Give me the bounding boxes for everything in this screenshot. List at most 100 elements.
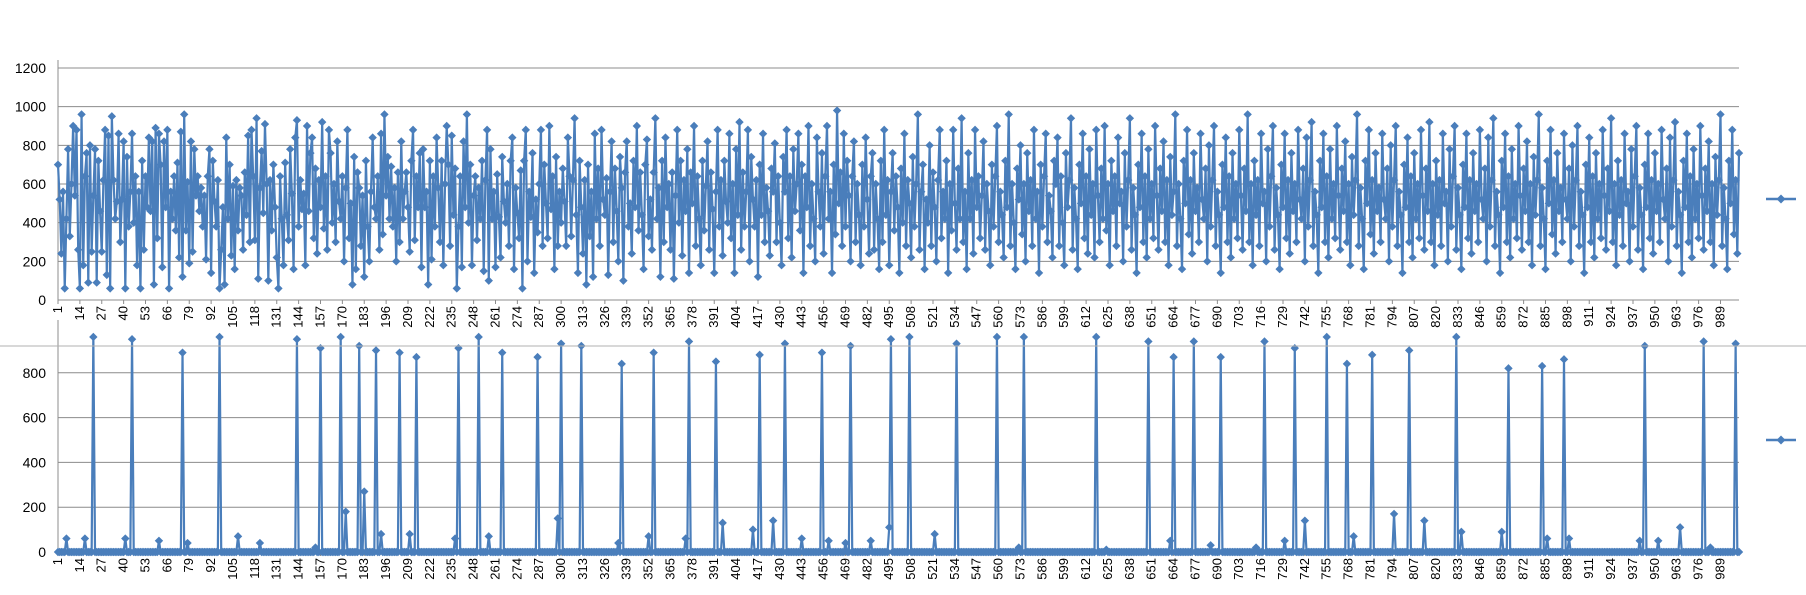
x-tick-label: 326 [597,558,612,580]
data-point [1081,172,1091,181]
data-point [1706,237,1715,247]
data-point [1203,257,1212,266]
data-point [1622,199,1631,208]
data-point [1310,187,1320,196]
data-point [126,187,135,196]
data-point [1613,156,1623,165]
data-point [97,247,106,256]
data-point [920,264,929,274]
data-point [121,534,130,543]
data-point [1615,210,1624,220]
data-point [1293,125,1303,135]
data-point [982,179,992,189]
data-point [344,233,354,243]
data-point [1635,183,1644,193]
data-point [805,241,815,251]
data-point [1161,237,1170,247]
x-tick-label: 170 [334,306,349,328]
data-point [782,125,791,135]
data-point [457,262,467,272]
data-point [422,187,431,196]
x-tick-label: 378 [684,306,699,328]
data-point [747,152,756,162]
x-tick-label: 222 [422,558,437,580]
x-tick-label: 573 [1012,306,1027,328]
data-point [642,135,652,144]
data-point [1251,210,1261,220]
data-point [683,145,692,154]
x-tick-label: 469 [837,558,852,580]
data-point [1214,210,1224,220]
data-point [92,278,101,287]
data-point [696,261,705,270]
data-point [587,187,596,196]
data-point [1485,222,1495,231]
data-point [940,214,949,223]
x-tick-label: 196 [378,306,393,328]
data-point [1144,337,1153,346]
data-point [858,160,867,169]
data-point [644,532,653,541]
data-point [57,249,66,258]
data-point [654,183,663,193]
data-point [319,224,329,233]
data-point [1430,261,1439,270]
data-point [159,137,169,146]
data-point [1517,245,1527,254]
x-tick-label: 651 [1144,558,1159,580]
data-point [240,168,249,177]
data-point [1457,264,1466,274]
x-tick-label: 885 [1537,558,1552,580]
x-tick-label: 170 [334,558,349,580]
data-point [444,160,453,169]
data-point [960,187,970,196]
data-point [524,187,534,196]
data-point [452,284,461,293]
data-point [609,237,618,247]
data-point [898,218,907,227]
data-point [233,226,243,235]
data-point [1490,241,1500,251]
data-point [1542,534,1552,543]
x-tick-label: 768 [1341,306,1356,328]
data-point [1107,156,1116,165]
data-point [1386,141,1395,150]
data-point [1317,203,1326,212]
data-point [1509,214,1518,223]
data-point [79,261,88,270]
data-point [646,195,655,204]
data-point [1389,509,1399,519]
data-point [728,179,737,189]
data-point [380,110,389,119]
data-point [292,335,302,344]
data-point [1344,179,1353,189]
data-point [1049,156,1059,165]
x-tick-label: 807 [1406,306,1421,328]
x-tick-label: 183 [356,306,371,328]
data-point [550,264,559,274]
data-point [957,114,966,123]
data-point [785,172,795,181]
data-point [1652,206,1661,216]
data-point [186,137,196,146]
data-point [1036,160,1045,169]
data-point [1189,337,1199,346]
data-point [1428,179,1437,189]
data-point [1122,222,1131,231]
data-point [1590,253,1599,262]
data-point [1041,129,1050,138]
data-point [1169,187,1178,196]
data-point [365,257,374,266]
data-point [1465,175,1474,185]
data-point [704,245,714,254]
data-point [721,197,731,206]
data-point [1322,172,1331,181]
data-point [72,125,81,135]
data-point [962,264,971,274]
data-point [1061,148,1071,158]
data-point [526,212,536,222]
data-point [355,183,364,193]
data-point [312,249,322,258]
y-tick-label: 1000 [15,99,46,115]
x-tick-label: 586 [1034,558,1049,580]
